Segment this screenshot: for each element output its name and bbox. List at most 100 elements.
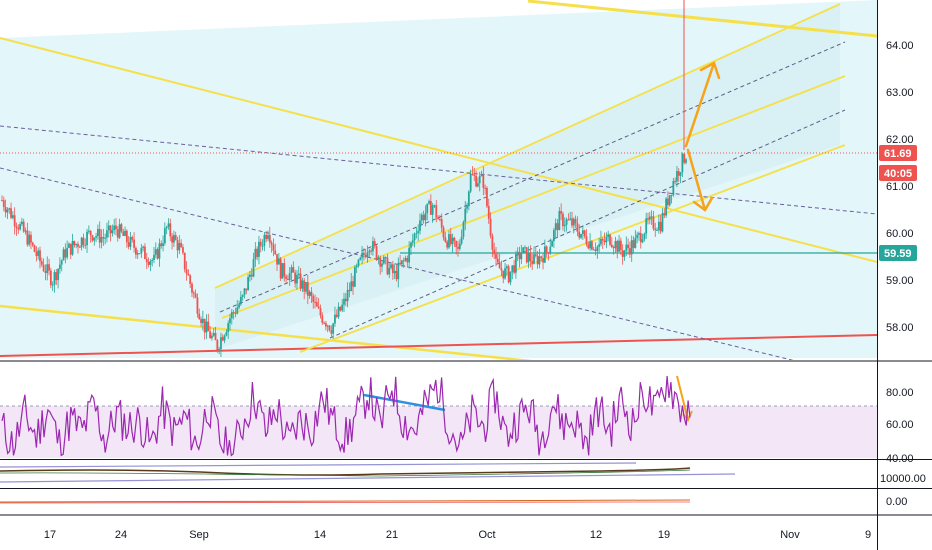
candle-body — [370, 250, 373, 252]
candle-body — [453, 237, 456, 241]
price-tick-label: 61.00 — [886, 181, 914, 193]
bottom-axis[interactable]: 0.00 — [886, 496, 907, 508]
candle-body — [268, 235, 271, 243]
candle-body — [571, 218, 573, 226]
candle-body — [64, 249, 67, 258]
candle-body — [236, 307, 239, 314]
candle-body — [435, 205, 438, 218]
candle-body — [203, 318, 206, 333]
price-tick-7: 58.00 — [886, 322, 914, 334]
candle-body — [256, 248, 259, 257]
candle-body — [500, 268, 503, 271]
candle-body — [196, 297, 199, 314]
bottom-pane[interactable] — [0, 490, 877, 514]
time-tick-label: Sep — [189, 529, 209, 541]
volume-trend-lower — [0, 473, 736, 483]
candle-body — [290, 267, 293, 273]
candle-body — [480, 174, 483, 177]
candle-body — [46, 264, 49, 274]
candle-body — [467, 191, 470, 207]
candle-body — [239, 296, 242, 305]
volume-pane[interactable] — [0, 461, 877, 487]
candle-body — [279, 258, 282, 279]
candle-body — [169, 223, 172, 237]
candle-body — [670, 194, 673, 196]
candle-body — [621, 250, 624, 257]
candle-body — [142, 246, 145, 248]
candle-body — [455, 240, 458, 247]
candle-body — [144, 246, 146, 260]
candle-body — [299, 273, 302, 289]
candle-body — [8, 208, 11, 210]
candle-body — [35, 251, 38, 256]
candle-body — [625, 244, 628, 251]
candle-body — [265, 234, 268, 240]
price-axis[interactable]: 64.00 63.00 62.00 61.00 60.00 59.00 58.0… — [879, 40, 917, 334]
candle-body — [348, 289, 351, 292]
candle-body — [297, 273, 300, 276]
candle-body — [419, 220, 421, 231]
candle-body — [645, 218, 648, 234]
candle-body — [683, 153, 686, 163]
candle-body — [580, 233, 582, 238]
candle-body — [26, 230, 29, 245]
candle-body — [174, 235, 177, 240]
candlestick-series — [1, 152, 687, 358]
candle-body — [598, 244, 601, 247]
candle-body — [102, 237, 105, 239]
time-axis[interactable]: 17 24 Sep 14 21 Oct 12 19 Nov 9 — [44, 529, 871, 541]
candle-body — [428, 201, 430, 204]
candle-body — [437, 217, 439, 220]
bottom-tick-label: 0.00 — [886, 496, 907, 508]
candle-body — [457, 246, 459, 249]
candle-body — [111, 230, 114, 234]
candle-body — [42, 264, 45, 271]
candle-body — [355, 265, 358, 268]
price-badge-support: 59.59 — [879, 245, 917, 261]
candle-body — [344, 298, 347, 302]
candle-body — [77, 243, 79, 247]
candle-body — [585, 236, 588, 245]
candle-body — [636, 234, 639, 238]
candle-body — [115, 225, 117, 230]
candle-body — [478, 176, 481, 184]
time-tick-label: 19 — [658, 529, 670, 541]
candle-body — [475, 175, 477, 187]
candle-body — [68, 243, 70, 248]
candle-body — [515, 253, 517, 273]
volume-axis[interactable]: 10000.00 — [880, 473, 926, 485]
oscillator-axis[interactable]: 80.00 60.00 40.00 — [886, 387, 914, 465]
candle-body — [308, 291, 311, 296]
candle-body — [69, 243, 72, 255]
oscillator-pane[interactable] — [0, 362, 877, 458]
candle-body — [165, 226, 168, 229]
candle-body — [314, 301, 316, 303]
candle-body — [667, 198, 669, 206]
candle-body — [57, 268, 59, 281]
candle-body — [339, 306, 342, 311]
candle-body — [107, 225, 110, 231]
candle-body — [252, 259, 255, 277]
candle-body — [194, 293, 197, 298]
candle-body — [281, 263, 284, 279]
candle-body — [232, 312, 235, 314]
volume-tick-label: 10000.00 — [880, 473, 926, 485]
candle-body — [125, 230, 128, 243]
candle-body — [507, 266, 510, 283]
candle-body — [390, 264, 392, 268]
candle-body — [328, 325, 331, 331]
price-tick-6: 59.00 — [886, 275, 914, 287]
candle-body — [502, 270, 505, 279]
candle-body — [641, 239, 644, 243]
regression-dash-2 — [329, 109, 846, 339]
candle-body — [473, 174, 476, 176]
candle-body — [306, 281, 309, 296]
price-pane[interactable] — [0, 0, 877, 362]
candle-body — [513, 265, 515, 273]
candle-body — [185, 269, 188, 274]
candle-body — [563, 224, 566, 227]
candle-body — [131, 237, 134, 240]
candle-body — [49, 270, 52, 286]
candle-body — [543, 246, 546, 263]
